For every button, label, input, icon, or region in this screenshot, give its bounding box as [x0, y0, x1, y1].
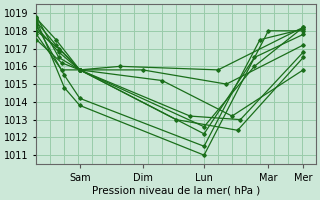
X-axis label: Pression niveau de la mer( hPa ): Pression niveau de la mer( hPa )	[92, 186, 260, 196]
